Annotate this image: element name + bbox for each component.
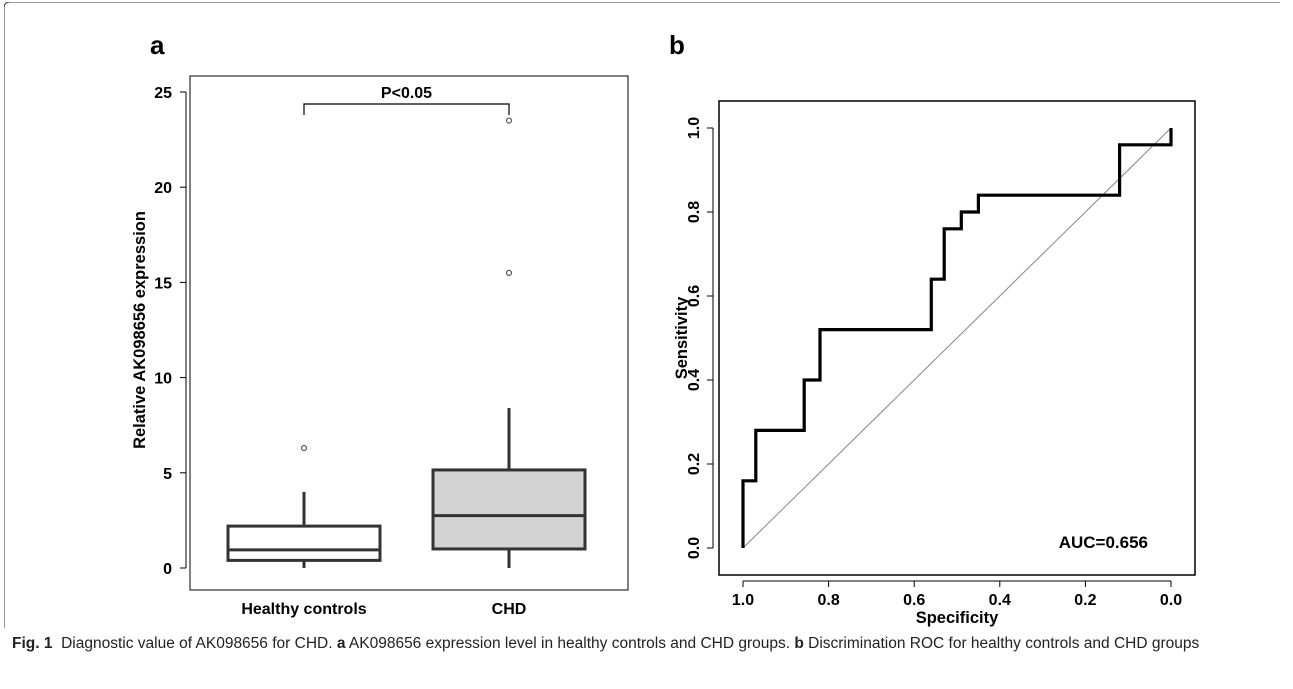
- caption-text-2: AK098656 expression level in healthy con…: [345, 635, 795, 652]
- panel-b: b 1.0 0.8 0.6 0.4 0.2 0.0 Specificity 0.0 0.2 0.4…: [669, 30, 1196, 627]
- figure-caption: Fig. 1 Diagnostic value of AK098656 for …: [12, 632, 1277, 656]
- panel-b-letter: b: [669, 30, 685, 60]
- y-tick-label: 0.8: [686, 201, 703, 223]
- y-tick-label: 0.2: [686, 453, 703, 475]
- panel-a-boxes: [226, 117, 587, 568]
- panel-a-letter: a: [150, 30, 165, 60]
- y-tick-label: 25: [154, 85, 172, 102]
- caption-fig-label: Fig. 1: [12, 635, 53, 652]
- y-axis-title: Relative AK098656 expression: [131, 211, 149, 449]
- x-tick-label: CHD: [492, 601, 527, 618]
- auc-label: AUC=0.656: [1059, 533, 1148, 552]
- y-tick-label: 15: [154, 275, 172, 292]
- caption-text-3: Discrimination ROC for healthy controls …: [803, 635, 1200, 652]
- figure-panels: a 0 5 10 15 20 25 Relative AK098656 expression…: [4, 2, 1280, 628]
- panel-a: a 0 5 10 15 20 25 Relative AK098656 expression…: [131, 30, 629, 618]
- box-iqr: [431, 468, 587, 551]
- x-tick-label: 0.8: [817, 592, 839, 609]
- y-tick-label: 0.6: [686, 285, 703, 307]
- x-tick-label: 1.0: [732, 592, 754, 609]
- y-tick-label: 5: [163, 466, 172, 483]
- y-tick-label: 0.0: [686, 537, 703, 559]
- y-tick-label: 20: [154, 180, 172, 197]
- y-tick-label: 0: [163, 561, 172, 578]
- outlier-point: [505, 117, 513, 124]
- panel-a-plot-border: [189, 75, 629, 591]
- x-tick-label: 0.6: [903, 592, 925, 609]
- y-tick-label: 10: [154, 371, 172, 388]
- box-iqr: [226, 524, 382, 562]
- y-axis-title: Sensitivity: [673, 296, 691, 379]
- x-tick-label: 0.2: [1074, 592, 1096, 609]
- outlier-point: [505, 269, 513, 276]
- x-tick-label: 0.4: [989, 592, 1011, 609]
- roc-curve: [741, 128, 1173, 548]
- panel-b-lines: [741, 127, 1173, 549]
- y-tick-label: 0.4: [686, 369, 703, 391]
- x-tick-label: 0.0: [1160, 592, 1182, 609]
- x-axis-title: Specificity: [916, 609, 999, 627]
- caption-b: b: [794, 635, 804, 652]
- panel-b-axes: 1.0 0.8 0.6 0.4 0.2 0.0 Specificity 0.0 0.2 0.4 0.…: [673, 117, 1182, 627]
- significance-bracket: P<0.05: [303, 85, 510, 115]
- significance-label: P<0.05: [381, 85, 432, 102]
- outlier-point: [300, 444, 308, 452]
- reference-diagonal: [742, 127, 1172, 549]
- y-tick-label: 1.0: [686, 117, 703, 139]
- caption-a: a: [336, 635, 346, 652]
- x-tick-label: Healthy controls: [241, 601, 366, 618]
- panel-a-axes: 0 5 10 15 20 25 Relative AK098656 expression He…: [131, 85, 526, 618]
- panel-b-plot-border: [718, 100, 1196, 576]
- figure-frame: a 0 5 10 15 20 25 Relative AK098656 expression…: [4, 2, 1288, 686]
- caption-text-1: Diagnostic value of AK098656 for CHD.: [61, 635, 337, 652]
- frame-border: [4, 2, 1280, 628]
